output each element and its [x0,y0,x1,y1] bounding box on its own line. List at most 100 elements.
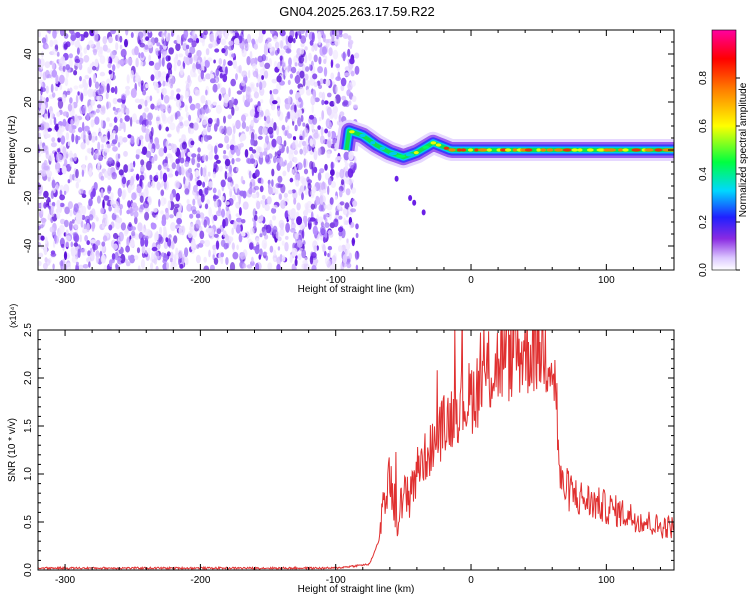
noise-blob [195,213,201,219]
noise-blob [282,255,286,262]
noise-blob [83,31,89,38]
noise-blob [213,214,218,221]
noise-blob [309,255,314,265]
noise-blob [294,258,298,267]
noise-blob [176,88,181,93]
noise-blob [335,171,339,179]
noise-blob [162,255,169,262]
noise-blob [202,167,207,178]
noise-blob [261,75,264,80]
snr-series-line [38,330,674,570]
noise-blob [235,201,241,209]
noise-blob [101,143,104,150]
noise-blob [100,108,106,115]
colorbar-ticks: 0.0 0.2 0.4 0.6 0.8 [698,71,740,277]
noise-blob [86,240,90,246]
noise-blob [38,171,41,181]
noise-blob [297,143,302,148]
noise-blob [200,69,204,80]
noise-blob [106,83,110,94]
noise-blob [276,135,282,145]
noise-blob [294,62,298,67]
noise-blob [340,179,345,186]
noise-blob [92,243,99,251]
noise-blob [51,201,56,207]
noise-blob [232,133,235,142]
noise-blob [347,48,351,58]
noise-blob [43,202,47,209]
noise-blob [74,58,81,64]
noise-blob [264,62,271,69]
noise-blob [176,217,183,225]
noise-blob [103,195,110,201]
noise-blob [144,99,148,107]
noise-blob [258,254,262,260]
noise-blob [184,161,189,168]
noise-blob [284,130,288,137]
noise-blob [333,97,337,107]
noise-blob [295,179,300,187]
noise-blob [298,55,305,64]
noise-blob [186,203,193,212]
noise-blob [201,120,207,125]
noise-blob [275,157,281,163]
noise-blob [275,231,280,239]
noise-blob [60,218,66,225]
noise-blob [152,207,158,213]
noise-blob [256,146,262,153]
noise-blob [205,99,212,106]
noise-blob [177,151,182,161]
noise-blob [225,257,229,265]
noise-blob [178,116,184,121]
noise-blob [317,172,322,181]
signal-hotspot [389,152,397,156]
noise-blob [322,46,327,55]
noise-blob [290,228,296,233]
noise-blob [163,241,169,249]
noise-blob [155,230,159,241]
noise-blob [313,148,317,155]
noise-blob [220,239,226,247]
noise-blob [61,165,67,175]
noise-blob [337,203,341,210]
noise-blob [296,71,301,77]
noise-blob [144,107,149,113]
noise-blob [341,95,347,101]
signal-hotspot [486,148,492,152]
signal-hotspot [644,148,654,152]
noise-blob [127,163,131,173]
noise-blob [112,146,118,152]
noise-blob [155,265,159,270]
noise-blob [60,135,66,145]
noise-blob [313,81,318,88]
noise-blob [92,91,96,98]
noise-blob [230,78,236,87]
noise-blob [252,63,257,69]
noise-blob [73,242,79,247]
noise-blob [255,237,260,245]
noise-blob [133,205,139,212]
noise-blob [96,95,103,102]
noise-blob [253,185,260,191]
noise-blob [195,157,198,165]
noise-blob [147,247,151,254]
noise-blob [326,150,331,159]
noise-blob [229,262,236,270]
noise-blob [64,206,70,215]
noise-blob [120,48,127,58]
noise-blob [279,157,284,167]
noise-blob [314,43,318,52]
noise-blob [154,105,158,111]
noise-blob [97,141,101,151]
noise-blob [304,54,308,64]
noise-blob [140,237,145,247]
noise-blob [180,164,184,175]
noise-blob [147,112,153,121]
noise-blob [100,254,106,264]
noise-blob [106,101,109,110]
noise-blob [188,95,193,104]
noise-blob [192,239,196,249]
noise-blob [127,134,132,139]
noise-blob [40,217,47,223]
noise-blob [303,158,307,169]
